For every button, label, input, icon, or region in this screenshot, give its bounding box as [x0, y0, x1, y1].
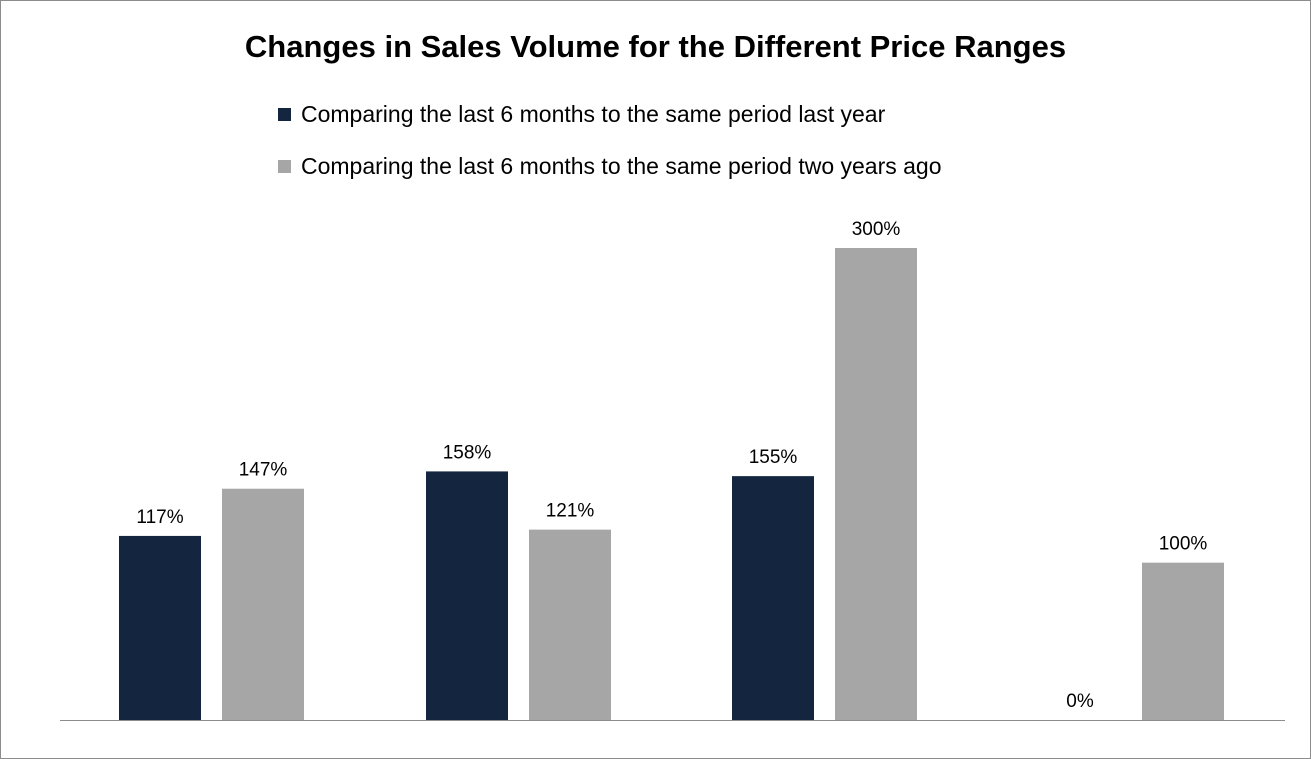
bar-series-2-group-3: [835, 248, 917, 720]
bar-series-1-group-1: [119, 535, 201, 720]
bar-series-2-group-2: [529, 529, 611, 720]
data-label-series-2-group-1: 147%: [239, 460, 288, 481]
chart-title: Changes in Sales Volume for the Differen…: [244, 29, 1067, 64]
bar-series-1-group-3: [732, 476, 814, 720]
data-label-series-1-group-1: 117%: [136, 507, 183, 528]
legend-swatch-two-years-ago: [278, 159, 291, 173]
data-label-series-1-group-3: 155%: [749, 447, 798, 468]
legend-swatch-last-year: [278, 107, 291, 121]
data-label-series-1-group-2: 158%: [443, 442, 492, 463]
bar-series-2-group-4: [1142, 562, 1224, 720]
legend-label-last-year: Comparing the last 6 months to the same …: [301, 100, 886, 127]
data-label-series-2-group-3: 300%: [852, 219, 901, 240]
data-label-series-2-group-4: 100%: [1159, 534, 1208, 555]
data-label-series-2-group-2: 121%: [546, 501, 595, 522]
legend-item-two-years-ago: Comparing the last 6 months to the same …: [278, 152, 942, 180]
data-label-series-1-group-4: 0%: [1066, 691, 1094, 712]
bar-series-2-group-1: [222, 488, 304, 720]
legend-item-last-year: Comparing the last 6 months to the same …: [278, 100, 885, 128]
legend-label-two-years-ago: Comparing the last 6 months to the same …: [301, 152, 942, 179]
bar-series-1-group-2: [426, 471, 508, 720]
